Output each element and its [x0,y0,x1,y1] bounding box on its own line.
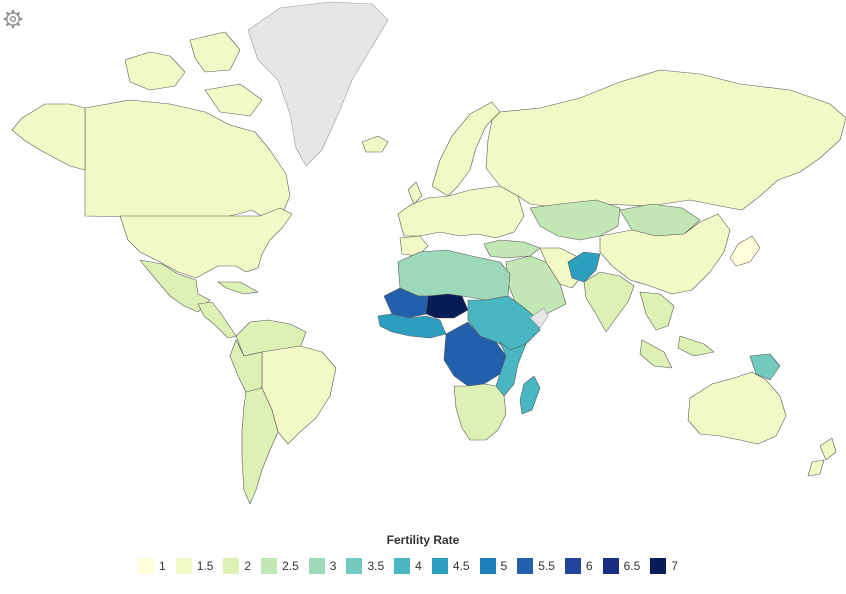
legend-item[interactable]: 2.5 [261,558,299,574]
country-iceland[interactable] [361,135,389,153]
country-uk[interactable] [407,181,423,205]
legend-swatch [602,558,619,574]
legend-item[interactable]: 7 [650,558,678,574]
country-russia[interactable] [485,69,846,211]
country-usa[interactable] [119,207,293,279]
legend-item[interactable]: 6 [564,558,593,574]
legend-swatch [564,558,581,574]
legend-swatch [138,558,154,574]
legend-item[interactable]: 1 [138,558,166,574]
country-argentina-chile[interactable] [241,387,279,505]
legend-label: 3.5 [367,559,385,573]
legend-item[interactable]: 3 [308,558,337,574]
legend-label: 4 [415,559,422,573]
gear-icon [3,9,23,29]
legend-swatch [394,558,411,574]
legend-label: 1.5 [196,559,214,573]
legend-item[interactable]: 5.5 [517,558,555,574]
country-central-america[interactable] [197,301,237,339]
legend-label: 5 [500,559,508,573]
country-arabia[interactable] [505,255,567,321]
country-cuba[interactable] [217,281,259,295]
country-europe[interactable] [397,185,525,239]
legend-label: 3 [329,559,337,573]
legend-item[interactable]: 2 [223,558,251,574]
country-canadian-arctic[interactable] [124,31,263,117]
legend-swatch [346,558,363,574]
legend-label: 4.5 [452,559,470,573]
country-turkey[interactable] [483,239,541,259]
country-canada[interactable] [84,99,291,219]
legend-title: Fertility Rate [386,533,460,547]
country-australia[interactable] [687,371,787,445]
country-kazakhstan[interactable] [529,199,621,241]
country-greenland[interactable] [247,1,389,167]
country-niger-chad[interactable] [425,293,469,319]
legend-swatch [431,558,448,574]
legend-label: 6.5 [623,559,641,573]
country-papua-new-guinea[interactable] [749,353,781,381]
country-southeast-asia[interactable] [639,291,715,369]
legend-label: 2.5 [282,559,299,573]
legend-item[interactable]: 6.5 [602,558,641,574]
country-iran[interactable] [539,247,583,289]
country-new-zealand[interactable] [807,437,837,477]
country-china[interactable] [599,213,731,295]
legend-swatch [308,558,325,574]
legend-label: 5.5 [538,559,555,573]
legend-item[interactable]: 5 [479,558,508,574]
country-shapes [11,1,846,505]
legend-item[interactable]: 3.5 [346,558,384,574]
settings-button[interactable] [3,9,23,29]
legend-label: 7 [671,559,678,573]
legend-item[interactable]: 4 [394,558,422,574]
country-somaliland[interactable] [529,307,549,329]
legend-swatch [175,558,192,574]
country-east-africa[interactable] [495,341,527,397]
legend-label: 1 [159,559,166,573]
legend-swatch [223,558,240,574]
country-japan[interactable] [729,235,761,267]
legend-item[interactable]: 1.5 [175,558,214,574]
legend-label: 2 [244,559,252,573]
country-madagascar[interactable] [519,375,541,415]
legend-swatch [517,558,534,574]
legend-swatch [261,558,278,574]
country-afghanistan[interactable] [567,251,601,283]
legend-item[interactable]: 4.5 [431,558,470,574]
legend: 1 1.5 2 2.5 3 3.5 4 4.5 5 5.5 6 6.5 7 [138,558,688,574]
legend-swatch [479,558,496,574]
legend-label: 6 [585,559,593,573]
country-iberia[interactable] [399,235,429,257]
legend-swatch [650,558,667,574]
country-india[interactable] [583,271,635,333]
country-alaska[interactable] [11,103,86,171]
country-north-africa[interactable] [397,249,511,301]
country-southern-africa[interactable] [453,383,507,441]
